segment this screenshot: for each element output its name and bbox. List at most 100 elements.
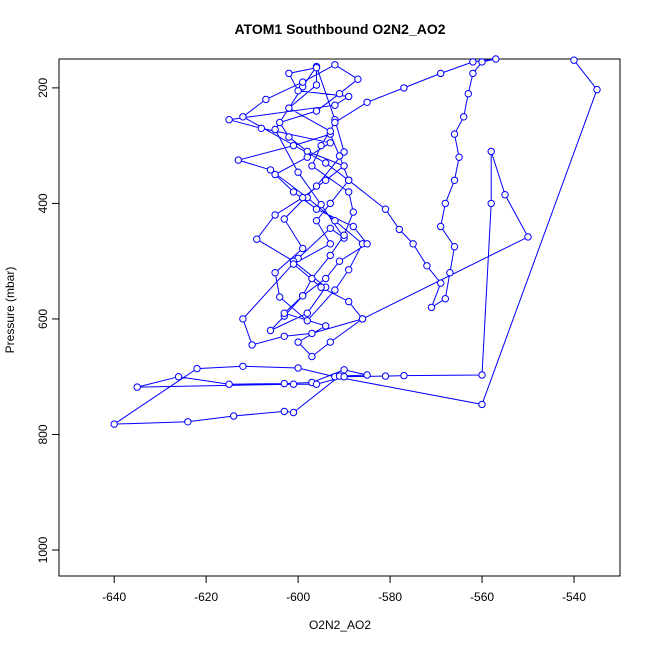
x-tick-label: -640 [102, 590, 126, 604]
data-point [349, 222, 357, 231]
data-point [354, 75, 362, 83]
data-point [322, 176, 330, 185]
data-point [358, 315, 367, 323]
data-point [294, 338, 302, 346]
data-point [110, 420, 118, 428]
data-point [285, 104, 293, 112]
x-axis: -640 -620 -600 -580 -560 -540 [102, 576, 586, 604]
x-tick-label: -580 [378, 590, 402, 604]
data-point [299, 244, 307, 253]
data-point [308, 352, 316, 361]
data-point [285, 133, 293, 141]
data-point [312, 81, 321, 89]
data-point [469, 69, 477, 78]
data-point [239, 113, 247, 121]
data-point [345, 92, 353, 101]
data-point [294, 364, 302, 372]
data-point [174, 373, 183, 381]
data-point [312, 107, 321, 115]
data-point [289, 380, 298, 388]
data-point [289, 188, 298, 196]
data-point [593, 85, 601, 94]
data-point [262, 95, 270, 104]
data-point [326, 251, 334, 260]
data-point [312, 182, 321, 190]
data-point [455, 153, 463, 161]
data-point [289, 408, 298, 417]
chart-title: ATOM1 Southbound O2N2_AO2 [234, 21, 445, 37]
data-point [441, 199, 449, 208]
data-point [257, 124, 265, 133]
data-point [331, 118, 339, 127]
data-point [266, 326, 275, 335]
data-point [280, 309, 288, 317]
data-point [478, 58, 486, 66]
data-point [381, 205, 390, 213]
data-point [450, 176, 459, 185]
data-point [299, 292, 307, 300]
data-point [441, 295, 449, 303]
data-point [312, 64, 321, 72]
data-point [312, 205, 321, 213]
data-point [331, 286, 339, 294]
data-point [331, 217, 339, 225]
data-point [312, 217, 321, 225]
data-point [303, 317, 311, 325]
data-point [326, 224, 334, 233]
data-point [322, 159, 330, 167]
data-point [317, 283, 325, 291]
data-point [271, 125, 279, 134]
data-point [294, 87, 302, 95]
data-point [487, 147, 495, 156]
data-point [299, 193, 307, 202]
data-point [570, 56, 578, 64]
series-layer [110, 55, 601, 428]
data-point [326, 127, 334, 135]
data-point [253, 235, 261, 243]
data-point [271, 211, 279, 219]
x-axis-label: O2N2_AO2 [309, 618, 371, 632]
data-point [427, 303, 436, 312]
data-point [340, 148, 348, 156]
data-point [400, 84, 408, 92]
data-point [492, 55, 500, 63]
data-point [326, 199, 334, 208]
data-point [363, 371, 371, 379]
y-axis: 200 400 600 800 1000 [36, 78, 59, 563]
data-point [423, 262, 431, 270]
data-point [234, 156, 243, 164]
x-tick-label: -540 [562, 590, 586, 604]
y-tick-label: 800 [36, 424, 50, 444]
data-point [326, 240, 334, 248]
data-point [524, 233, 532, 241]
data-point [340, 162, 348, 170]
data-point [469, 58, 477, 66]
data-point [450, 243, 459, 251]
data-point [303, 309, 311, 317]
data-point [322, 274, 330, 283]
data-point [280, 379, 288, 388]
data-point [460, 113, 468, 121]
data-point [289, 141, 298, 150]
data-point [280, 407, 288, 416]
data-point [340, 366, 348, 374]
data-point [349, 208, 357, 216]
data-point [276, 118, 284, 127]
data-point [437, 279, 445, 287]
data-point [395, 225, 403, 234]
data-point [322, 322, 330, 330]
data-point [345, 176, 353, 185]
data-point [331, 61, 339, 69]
data-point [317, 200, 325, 209]
data-point [409, 240, 417, 248]
data-point [184, 418, 192, 426]
data-point [248, 341, 256, 349]
data-point [303, 153, 311, 161]
plot-frame [58, 58, 621, 577]
y-tick-label: 1000 [36, 536, 50, 563]
data-point [225, 116, 233, 124]
data-point [501, 191, 509, 199]
data-point [271, 269, 279, 277]
x-tick-label: -620 [194, 590, 218, 604]
